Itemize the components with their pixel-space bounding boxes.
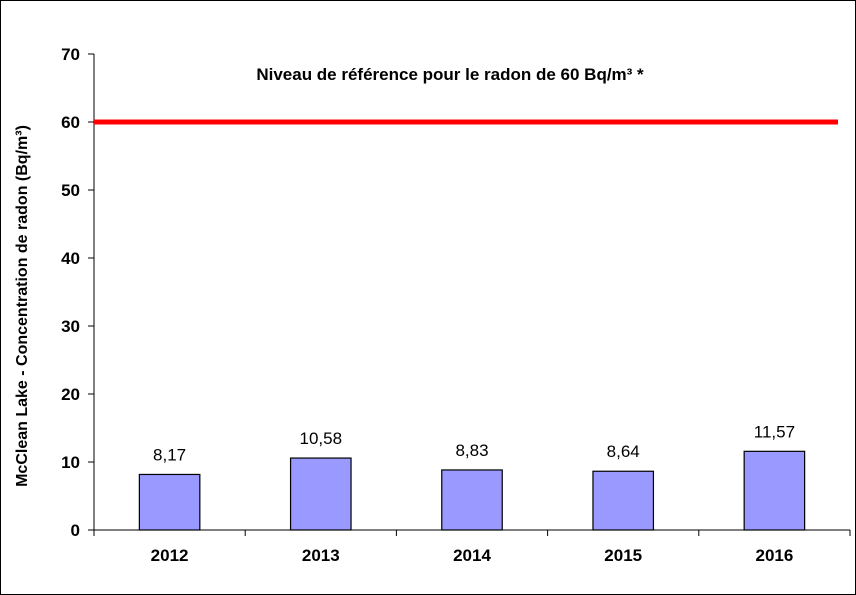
x-tick-label: 2013 <box>302 546 340 565</box>
bar <box>592 470 655 531</box>
y-tick-label: 50 <box>61 181 80 200</box>
x-tick-label: 2015 <box>604 546 642 565</box>
y-tick-label: 20 <box>61 385 80 404</box>
data-label: 8,83 <box>455 441 488 460</box>
x-tick-label: 2016 <box>755 546 793 565</box>
y-tick-label: 40 <box>61 249 80 268</box>
bar <box>138 473 201 531</box>
data-label: 11,57 <box>754 422 795 441</box>
reference-line-annotation: Niveau de référence pour le radon de 60 … <box>256 65 644 84</box>
y-axis: 0 10 20 30 40 50 60 70 <box>61 45 95 540</box>
bar <box>441 469 503 531</box>
x-tick-label: 2012 <box>151 546 189 565</box>
bars: 8,17 10,58 8,83 8,64 11,57 <box>138 422 806 531</box>
data-label: 8,17 <box>153 445 186 464</box>
y-axis-label: McClean Lake - Concentration de radon (B… <box>14 125 31 487</box>
data-label: 8,64 <box>607 442 640 461</box>
x-axis: 2012 2013 2014 2015 2016 <box>93 529 851 565</box>
y-tick-label: 0 <box>71 521 80 540</box>
data-label: 10,58 <box>300 429 343 448</box>
y-tick-label: 70 <box>61 45 80 64</box>
y-tick-label: 30 <box>61 317 80 336</box>
x-tick-label: 2014 <box>453 546 491 565</box>
bar <box>289 457 352 531</box>
y-tick-label: 60 <box>61 113 80 132</box>
bar <box>743 450 806 531</box>
y-tick-label: 10 <box>61 453 80 472</box>
